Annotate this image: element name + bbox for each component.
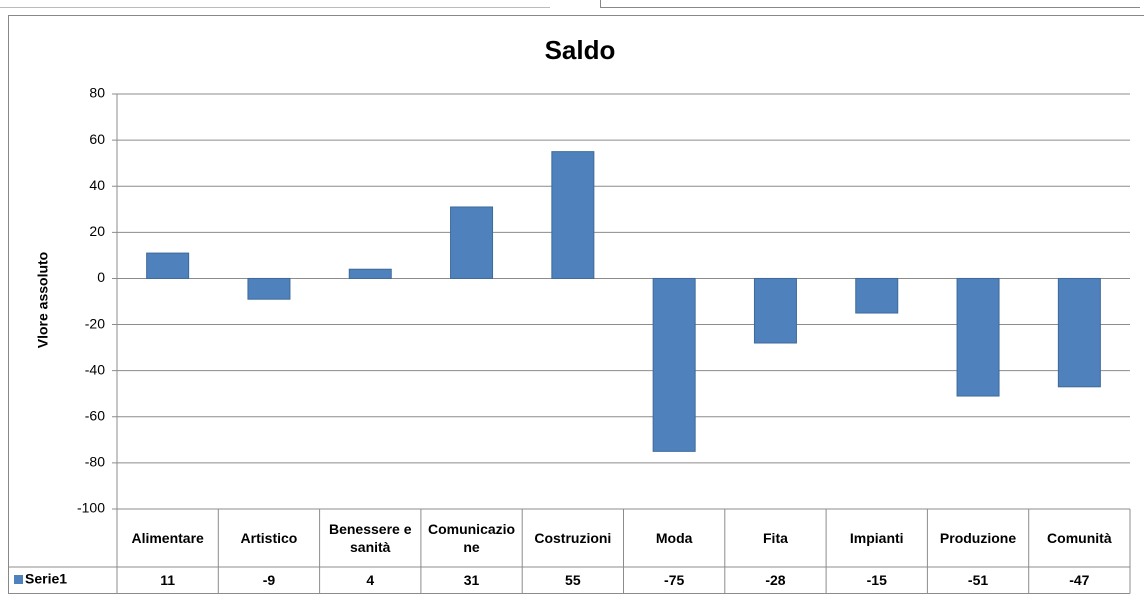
table-category: Comunicazione (427, 521, 516, 555)
y-axis-label: Vlore assoluto (35, 252, 51, 348)
chart-border (8, 15, 1144, 594)
y-tick-label: -40 (85, 361, 105, 377)
table-value: 4 (366, 572, 375, 589)
bar (753, 277, 797, 344)
bar (450, 206, 494, 279)
table-category: Alimentare (131, 530, 204, 546)
y-tick-label: 40 (89, 177, 105, 193)
y-tick-label: -100 (77, 500, 105, 516)
y-tick-label: 20 (89, 223, 105, 239)
table-category: Impianti (849, 530, 904, 546)
table-value: 11 (160, 572, 176, 589)
bar (855, 277, 899, 314)
table-category: Benessere e sanità (328, 521, 412, 555)
y-tick-label: -20 (85, 315, 105, 331)
table-value: -15 (866, 572, 887, 589)
y-tick-label: -60 (85, 407, 105, 423)
y-tick-label: 60 (89, 131, 105, 147)
bar (956, 277, 1000, 397)
table-category: Comunità (1047, 530, 1112, 546)
y-tick-label: 0 (97, 269, 105, 285)
table-category: Fita (763, 530, 788, 546)
legend-key (14, 575, 23, 584)
legend-label: Serie1 (25, 571, 67, 587)
table-value: 31 (463, 572, 480, 589)
y-tick-label: -80 (85, 454, 105, 470)
table-category: Costruzioni (534, 530, 612, 546)
bar (146, 252, 190, 279)
table-value: 55 (565, 572, 581, 589)
bar (551, 151, 595, 279)
table-value: -28 (765, 572, 786, 589)
table-value: -9 (262, 572, 276, 589)
window-edge (600, 0, 1140, 8)
bar (348, 268, 392, 279)
table-category: Produzione (939, 530, 1017, 546)
bar (247, 277, 291, 300)
y-tick-label: 80 (89, 85, 105, 101)
table-category: Artistico (240, 530, 298, 546)
table-value: -51 (967, 572, 989, 589)
table-value: -47 (1069, 572, 1090, 589)
bar (652, 277, 696, 452)
table-value: -75 (664, 572, 685, 589)
bar (1057, 277, 1101, 388)
table-category: Moda (655, 530, 693, 546)
chart-title: Saldo (545, 35, 616, 65)
